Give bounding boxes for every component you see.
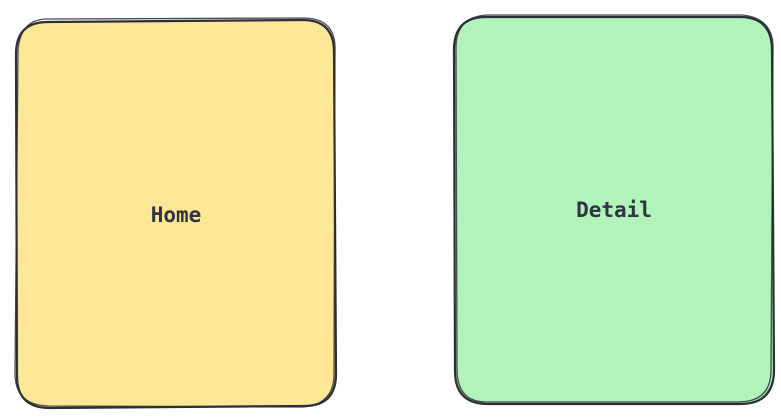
home-box-outline-sketch xyxy=(14,17,336,408)
detail-box-outline-sketch xyxy=(455,14,774,403)
detail-box-fill xyxy=(454,17,774,404)
detail-screen-box[interactable]: Detail xyxy=(452,14,776,406)
home-screen-box[interactable]: Home xyxy=(14,17,338,410)
home-box-fill xyxy=(16,20,336,408)
detail-box-label: Detail xyxy=(576,198,652,222)
home-box-label: Home xyxy=(151,203,202,227)
home-box-outline xyxy=(14,18,338,410)
detail-box-outline xyxy=(452,15,776,406)
